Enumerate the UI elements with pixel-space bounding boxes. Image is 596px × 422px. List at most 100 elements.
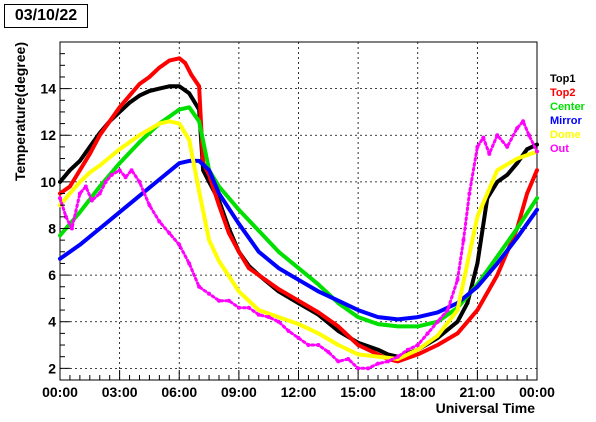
data-point [276, 315, 281, 319]
y-axis-title: Temperature(degree) [12, 42, 28, 181]
data-point [515, 126, 520, 131]
x-tick-label: 00:00 [519, 384, 555, 400]
data-point [336, 329, 341, 333]
data-point [97, 184, 102, 189]
data-point [366, 366, 371, 371]
data-point [68, 191, 72, 196]
x-tick-label: 09:00 [221, 384, 257, 400]
data-point [467, 191, 472, 196]
data-point [127, 93, 132, 98]
data-point [535, 208, 539, 212]
data-point [227, 231, 231, 235]
data-point [246, 305, 251, 310]
data-point [435, 343, 440, 347]
data-point [336, 324, 341, 329]
data-point [217, 203, 221, 207]
data-point [395, 354, 400, 359]
data-point [68, 184, 72, 189]
data-point [256, 229, 261, 233]
data-point [167, 119, 172, 124]
series-top2 [58, 56, 539, 364]
data-point [515, 236, 519, 240]
data-point [78, 180, 82, 184]
data-point [217, 191, 221, 196]
data-point [78, 159, 82, 163]
data-point [157, 65, 162, 70]
data-point [415, 315, 420, 319]
data-point [157, 177, 162, 182]
data-point [316, 310, 321, 315]
data-point [356, 315, 360, 319]
data-point [445, 308, 450, 313]
data-point [455, 277, 460, 282]
data-point [177, 107, 182, 112]
data-point [356, 352, 360, 357]
data-point [336, 343, 341, 347]
data-point [376, 347, 380, 352]
data-point [487, 151, 492, 156]
data-point [207, 168, 211, 173]
x-tick-label: 00:00 [42, 384, 78, 400]
data-point [78, 168, 82, 173]
data-point [88, 145, 92, 149]
data-point [97, 133, 102, 138]
data-point [435, 319, 440, 324]
data-point [103, 179, 108, 184]
x-tick-label: 06:00 [161, 384, 197, 400]
data-point [177, 242, 182, 247]
data-point [346, 357, 351, 362]
data-point [527, 133, 532, 138]
data-point [266, 315, 271, 320]
legend-entry: Center [550, 101, 586, 113]
data-point [306, 343, 311, 348]
data-point [455, 319, 460, 324]
data-point [236, 305, 241, 310]
data-point [495, 273, 500, 277]
data-point [505, 173, 509, 177]
data-point [425, 331, 430, 336]
data-point [475, 144, 480, 149]
data-point [475, 308, 480, 312]
legend-entry: Out [550, 143, 569, 155]
data-point [376, 361, 380, 366]
data-point [78, 243, 82, 247]
data-point [495, 180, 500, 184]
data-point [117, 161, 122, 166]
data-point [197, 84, 201, 89]
data-point [197, 284, 202, 289]
data-point [316, 331, 321, 336]
legend-entry: Dome [550, 129, 581, 141]
legend-entry: Mirror [550, 115, 583, 127]
y-tick-label: 14 [40, 81, 56, 97]
data-point [386, 352, 390, 357]
data-point [495, 133, 500, 138]
data-point [415, 352, 420, 357]
y-tick-label: 6 [48, 267, 56, 283]
data-point [515, 156, 519, 161]
data-point [465, 261, 470, 266]
data-point [256, 308, 261, 312]
data-point [237, 249, 241, 254]
data-point [58, 196, 62, 201]
data-point [217, 259, 221, 263]
data-point [525, 147, 529, 152]
x-tick-label: 18:00 [400, 384, 436, 400]
data-point [117, 147, 122, 152]
data-point [157, 86, 162, 91]
y-tick-label: 4 [48, 314, 56, 330]
data-point [63, 214, 68, 219]
data-point [256, 249, 261, 254]
x-axis-title: Universal Time [436, 400, 536, 416]
data-point [276, 249, 281, 254]
data-point [455, 308, 460, 312]
data-point [316, 289, 321, 294]
data-point [481, 135, 486, 140]
data-point [376, 354, 380, 359]
data-point [109, 172, 114, 177]
data-point [177, 84, 182, 89]
data-point [376, 322, 380, 326]
data-point [515, 161, 519, 166]
date-label: 03/10/22 [4, 4, 88, 28]
series-line [58, 56, 539, 364]
series-line [58, 119, 539, 361]
